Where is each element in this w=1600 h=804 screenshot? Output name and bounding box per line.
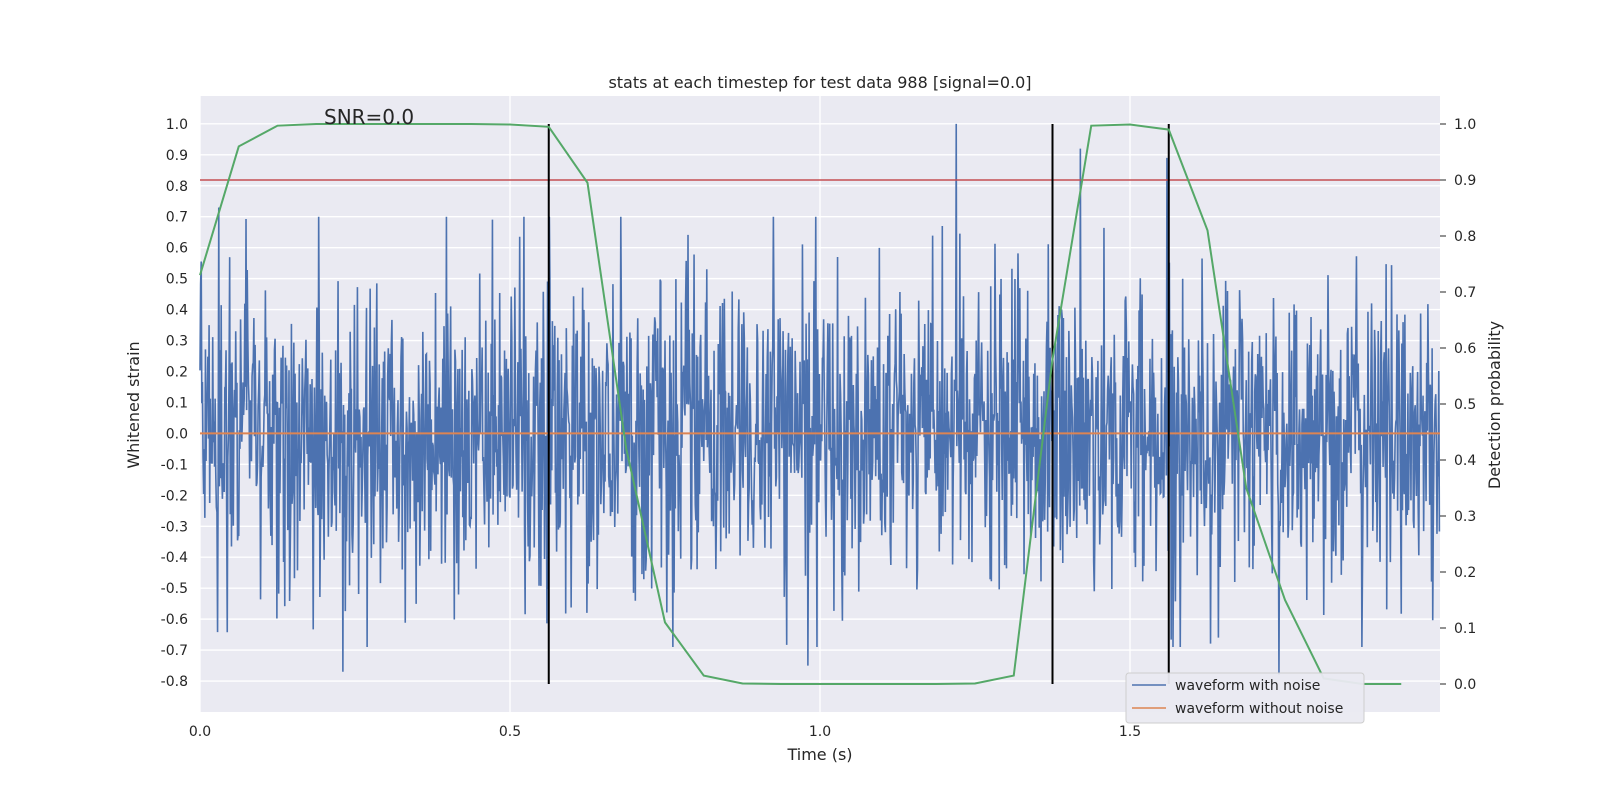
ticks: 0.0 0.5 1.0 1.5 -0.8 -0.7 -0.6 -0.5 -0.4 -0.3 -0.2… (161, 117, 1477, 740)
waveform-with-noise-line (199, 123, 1441, 675)
y-tick-label: 0.7 (166, 210, 188, 226)
legend: waveform with noise waveform without noi… (1125, 672, 1365, 724)
y-tick-label: 0.2 (166, 364, 188, 380)
y-tick-label: -0.6 (161, 612, 188, 628)
y-right-tick-label: 0.0 (1454, 677, 1476, 693)
y-right-tick-label: 1.0 (1454, 117, 1476, 133)
x-tick-label: 0.5 (499, 724, 521, 740)
y-tick-label: 0.5 (166, 272, 188, 288)
detection-probability-line (199, 123, 1402, 685)
y-right-tick-label: 0.4 (1454, 453, 1476, 469)
chart-title: stats at each timestep for test data 988… (608, 73, 1031, 92)
y-axis-label-right: Detection probability (1485, 321, 1504, 489)
y-axis-label: Whitened strain (124, 341, 143, 468)
y-right-tick-label: 0.5 (1454, 397, 1476, 413)
y-tick-label: -0.4 (161, 550, 188, 566)
y-tick-label: 0.6 (166, 241, 188, 257)
y-tick-label: -0.3 (161, 519, 188, 535)
vlines (547, 124, 1170, 684)
y-tick-label: 0.3 (166, 334, 188, 350)
y-right-tick-label: 0.8 (1454, 229, 1476, 245)
x-tick-label: 1.0 (809, 724, 831, 740)
legend-label-noise: waveform with noise (1175, 678, 1320, 694)
grid (199, 96, 1440, 712)
y-right-tick-label: 0.6 (1454, 341, 1476, 357)
y-tick-label: -0.8 (161, 674, 188, 690)
x-tick-label: 0.0 (189, 724, 211, 740)
y-tick-label: -0.2 (161, 488, 188, 504)
y-tick-label: 1.0 (166, 117, 188, 133)
y-right-tick-label: 0.2 (1454, 565, 1476, 581)
y-tick-label: 0.4 (166, 303, 188, 319)
x-axis-label: Time (s) (786, 745, 852, 764)
y-tick-label: 0.8 (166, 179, 188, 195)
y-right-tick-label: 0.7 (1454, 285, 1476, 301)
y-right-tick-label: 0.1 (1454, 621, 1476, 637)
y-right-tick-label: 0.9 (1454, 173, 1476, 189)
legend-box (1125, 672, 1365, 724)
y-tick-label: 0.1 (166, 395, 188, 411)
noise-series (199, 123, 1441, 675)
y-tick-label: 0.0 (166, 426, 188, 442)
y-tick-label: -0.7 (161, 643, 188, 659)
y-tick-label: 0.9 (166, 148, 188, 164)
y-tick-label: -0.5 (161, 581, 188, 597)
y-tick-label: -0.1 (161, 457, 188, 473)
y-right-tick-label: 0.3 (1454, 509, 1476, 525)
legend-label-clean: waveform without noise (1175, 701, 1343, 717)
x-tick-label: 1.5 (1119, 724, 1141, 740)
probability-series (199, 123, 1402, 685)
snr-annotation: SNR=0.0 (324, 105, 414, 129)
